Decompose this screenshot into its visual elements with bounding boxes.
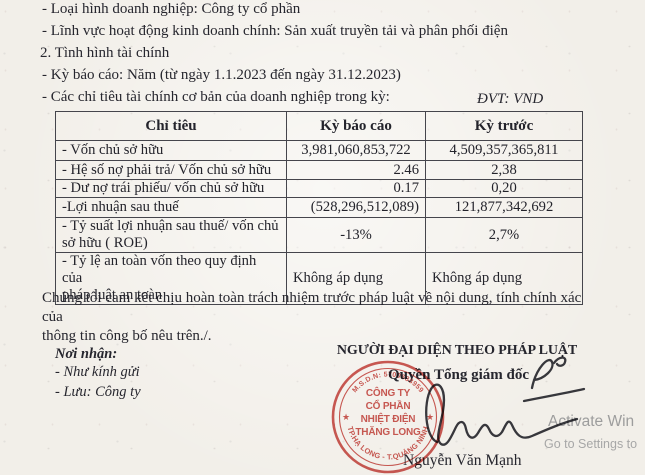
table-row: - Hệ số nợ phải trả/ Vốn chủ sở hữu 2.46… <box>55 160 583 180</box>
windows-activation-watermark-line2: Go to Settings to <box>544 437 638 451</box>
recipients-title: Nơi nhận: <box>55 346 118 362</box>
intro-line-business-sector: - Lĩnh vực hoạt động kinh doanh chính: S… <box>42 23 508 39</box>
stamp-inner-ring <box>338 367 438 467</box>
indicator-label: - Tỷ lệ an toàn vốn theo quy định của ph… <box>55 252 287 305</box>
table-row: - Vốn chủ sở hữu 3,981,060,853,722 4,509… <box>55 140 583 161</box>
previous-period-value: 121,877,342,692 <box>425 197 583 218</box>
stamp-company-line: THĂNG LONG <box>355 425 421 438</box>
signer-position-title: Quyền Tổng giám đốc <box>388 367 529 383</box>
unit-label: ĐVT: VND <box>477 91 544 107</box>
column-header-indicator: Chỉ tiêu <box>55 111 287 141</box>
previous-period-value: 2,38 <box>425 160 583 180</box>
intro-line-report-period: - Kỳ báo cáo: Năm (từ ngày 1.1.2023 đến … <box>42 67 401 83</box>
table-row: - Tỷ suất lợi nhuận sau thuế/ vốn chủ sở… <box>55 217 583 253</box>
current-period-value: 3,981,060,853,722 <box>286 140 426 161</box>
table-row: - Dư nợ trái phiếu/ vốn chủ sở hữu 0.17 … <box>55 179 583 198</box>
stamp-company-line: NHIỆT ĐIỆN <box>361 412 416 425</box>
financial-indicators-table: Chỉ tiêu Kỳ báo cáo Kỳ trước - Vốn chủ s… <box>55 111 583 305</box>
indicator-label: -Lợi nhuận sau thuế <box>55 197 287 218</box>
current-period-value: 2.46 <box>286 160 426 180</box>
current-period-value: (528,296,512,089) <box>286 197 426 218</box>
windows-activation-watermark-line1: Activate Win <box>548 413 635 430</box>
commitment-paragraph: Chúng tôi cam kết chịu hoàn toàn trách n… <box>42 290 582 344</box>
legal-representative-title: NGƯỜI ĐẠI DIỆN THEO PHÁP LUẬT <box>336 343 578 358</box>
indicator-label: - Vốn chủ sở hữu <box>55 140 287 161</box>
previous-period-value: Không áp dụng <box>425 252 583 305</box>
stamp-star-left-icon: ★ <box>342 412 350 422</box>
indicator-label: - Dư nợ trái phiếu/ vốn chủ sở hữu <box>55 179 287 198</box>
indicator-label: - Hệ số nợ phải trả/ Vốn chủ sở hữu <box>55 160 287 180</box>
stamp-star-right-icon: ★ <box>426 412 434 422</box>
current-period-value: Không áp dụng <box>286 252 426 305</box>
current-period-value: 0.17 <box>286 179 426 198</box>
signer-name: Nguyễn Văn Mạnh <box>403 452 522 469</box>
previous-period-value: 4,509,357,365,811 <box>425 140 583 161</box>
intro-line-indicators: - Các chỉ tiêu tài chính cơ bản của doan… <box>42 89 390 105</box>
section-heading-financial-situation: 2. Tình hình tài chính <box>40 45 170 61</box>
table-header-row: Chỉ tiêu Kỳ báo cáo Kỳ trước <box>55 111 583 141</box>
stamp-outer-ring <box>331 360 445 474</box>
recipient-item: - Như kính gửi <box>55 364 140 380</box>
signature-handwritten <box>425 383 579 446</box>
company-stamp: M.S.D.N: 5700688959 TP.HẠ LONG - T.QUẢNG… <box>331 360 445 474</box>
current-period-value: -13% <box>286 217 426 253</box>
indicator-label: - Tỷ suất lợi nhuận sau thuế/ vốn chủ sở… <box>55 217 287 253</box>
previous-period-value: 2,7% <box>425 217 583 253</box>
recipient-item: - Lưu: Công ty <box>55 384 141 400</box>
column-header-previous-period: Kỳ trước <box>425 111 583 141</box>
stamp-company-line: CÔNG TY <box>366 386 411 399</box>
signature-initials <box>522 356 586 403</box>
stamp-company-line: CỔ PHẦN <box>366 399 411 412</box>
previous-period-value: 0,20 <box>425 179 583 198</box>
intro-line-business-type: - Loại hình doanh nghiệp: Công ty cổ phầ… <box>42 1 301 17</box>
table-row: - Tỷ lệ an toàn vốn theo quy định của ph… <box>55 252 583 305</box>
table-row: -Lợi nhuận sau thuế (528,296,512,089) 12… <box>55 197 583 218</box>
column-header-current-period: Kỳ báo cáo <box>286 111 426 141</box>
